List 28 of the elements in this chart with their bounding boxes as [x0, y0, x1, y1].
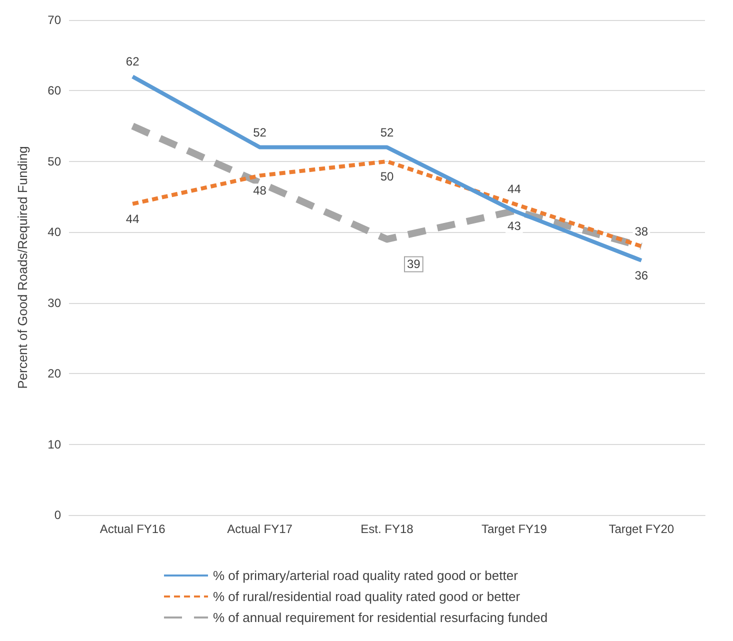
data-label: 52	[253, 125, 267, 140]
data-label: 44	[126, 212, 140, 226]
y-tick-label: 20	[48, 366, 62, 381]
data-label: 44	[508, 182, 522, 196]
x-tick-label: Target FY20	[608, 522, 674, 536]
data-label: 39	[407, 257, 421, 272]
data-label: 50	[380, 169, 394, 184]
data-label: 38	[634, 224, 648, 238]
data-label: 48	[253, 184, 267, 198]
y-tick-label: 60	[48, 84, 62, 98]
x-tick-label: Actual FY16	[100, 522, 166, 536]
data-label: 36	[634, 268, 648, 282]
data-label: 62	[126, 54, 140, 69]
y-tick-label: 30	[48, 296, 62, 310]
x-tick-label: Est. FY18	[360, 522, 414, 536]
x-tick-label: Target FY19	[482, 522, 548, 536]
data-label: 43	[508, 218, 522, 233]
y-axis-title: Percent of Good Roads/Required Funding	[15, 146, 30, 389]
y-tick-label: 10	[48, 437, 62, 452]
y-tick-label: 70	[48, 13, 62, 27]
legend-label: % of rural/residential road quality rated good or better	[213, 589, 521, 604]
y-tick-label: 40	[48, 225, 62, 240]
data-label: 52	[380, 125, 394, 140]
x-tick-label: Actual FY17	[227, 522, 293, 536]
legend-label: % of primary/arterial road quality rated good or better	[213, 568, 519, 583]
y-tick-label: 0	[54, 508, 62, 522]
y-tick-label: 50	[48, 154, 62, 168]
legend-label: % of annual requirement for residential resurfacing funded	[213, 610, 548, 625]
